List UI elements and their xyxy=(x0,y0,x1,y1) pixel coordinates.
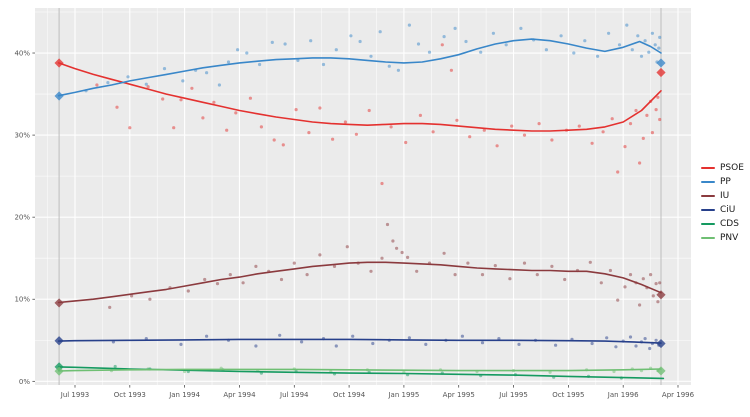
legend-label: PP xyxy=(720,177,731,187)
x-tick-label: Jul 1994 xyxy=(279,391,309,399)
legend-label: IU xyxy=(720,191,730,201)
iu-election-1993-result-marker xyxy=(54,298,64,308)
legend-item-psoe: PSOE xyxy=(701,161,744,175)
x-tick-label: Apr 1994 xyxy=(223,391,256,399)
y-tick-label: 30% xyxy=(14,132,30,140)
psoe-trend-line xyxy=(57,62,662,132)
x-tick-label: Jan 1996 xyxy=(607,391,639,399)
x-tick-label: Jul 1995 xyxy=(498,391,528,399)
x-tick-label: Jan 1994 xyxy=(168,391,200,399)
ciu-trend-line xyxy=(57,338,662,344)
x-tick-label: Apr 1996 xyxy=(662,391,695,399)
minor-gridlines xyxy=(35,8,691,385)
y-tick-label: 0% xyxy=(19,378,30,386)
legend-line-swatch-pp xyxy=(701,180,715,184)
iu-trend-line xyxy=(57,261,662,304)
legend-item-pp: PP xyxy=(701,175,744,189)
ciu-election-1993-result-marker xyxy=(54,336,64,346)
legend-line-swatch-psoe xyxy=(701,166,715,170)
psoe-election-1993-result-marker xyxy=(54,58,64,68)
x-tick-label: Oct 1995 xyxy=(552,391,584,399)
legend-label: CDS xyxy=(720,219,739,229)
legend-item-pnv: PNV xyxy=(701,231,744,245)
pnv-trend-line xyxy=(57,368,662,372)
legend-item-ciu: CiU xyxy=(701,203,744,217)
legend-label: PSOE xyxy=(720,163,744,173)
x-tick-label: Jan 1995 xyxy=(387,391,419,399)
pp-trend-line xyxy=(57,38,662,97)
pp-election-1993-result-marker xyxy=(54,91,64,101)
y-tick-label: 40% xyxy=(14,50,30,58)
pp-poll-points xyxy=(84,23,662,93)
pnv-election-1993-result-marker xyxy=(54,366,64,376)
legend-line-swatch-iu xyxy=(701,194,715,198)
pp-election-1996-result-marker xyxy=(656,58,666,68)
y-tick-label: 20% xyxy=(14,214,30,222)
psoe-election-1996-result-marker xyxy=(656,67,666,78)
y-tick-label: 10% xyxy=(14,296,30,304)
legend-line-swatch-ciu xyxy=(701,208,715,212)
legend-line-swatch-pnv xyxy=(701,236,715,240)
legend-line-swatch-cds xyxy=(701,222,715,226)
x-tick-label: Oct 1993 xyxy=(114,391,146,399)
major-gridlines xyxy=(35,8,691,385)
pnv-election-1996-result-marker xyxy=(656,366,666,376)
iu-election-1996-result-marker xyxy=(656,290,666,300)
chart-legend: PSOE PP IU CiU CDS PNV xyxy=(701,161,744,245)
x-tick-label: Jul 1993 xyxy=(60,391,90,399)
x-tick-label: Oct 1994 xyxy=(333,391,366,399)
legend-label: PNV xyxy=(720,233,739,243)
ciu-poll-points xyxy=(111,333,661,351)
ciu-election-1996-result-marker xyxy=(656,338,666,349)
plot-panel xyxy=(35,8,691,385)
axis-ticks: 0% 10% 20% 30% 40% Jul 1993 Oct 1993 Jan 1994 Ap… xyxy=(14,50,694,399)
legend-label: CiU xyxy=(720,205,736,215)
legend-item-cds: CDS xyxy=(701,217,744,231)
x-tick-label: Apr 1995 xyxy=(443,391,475,399)
legend-item-iu: IU xyxy=(701,189,744,203)
